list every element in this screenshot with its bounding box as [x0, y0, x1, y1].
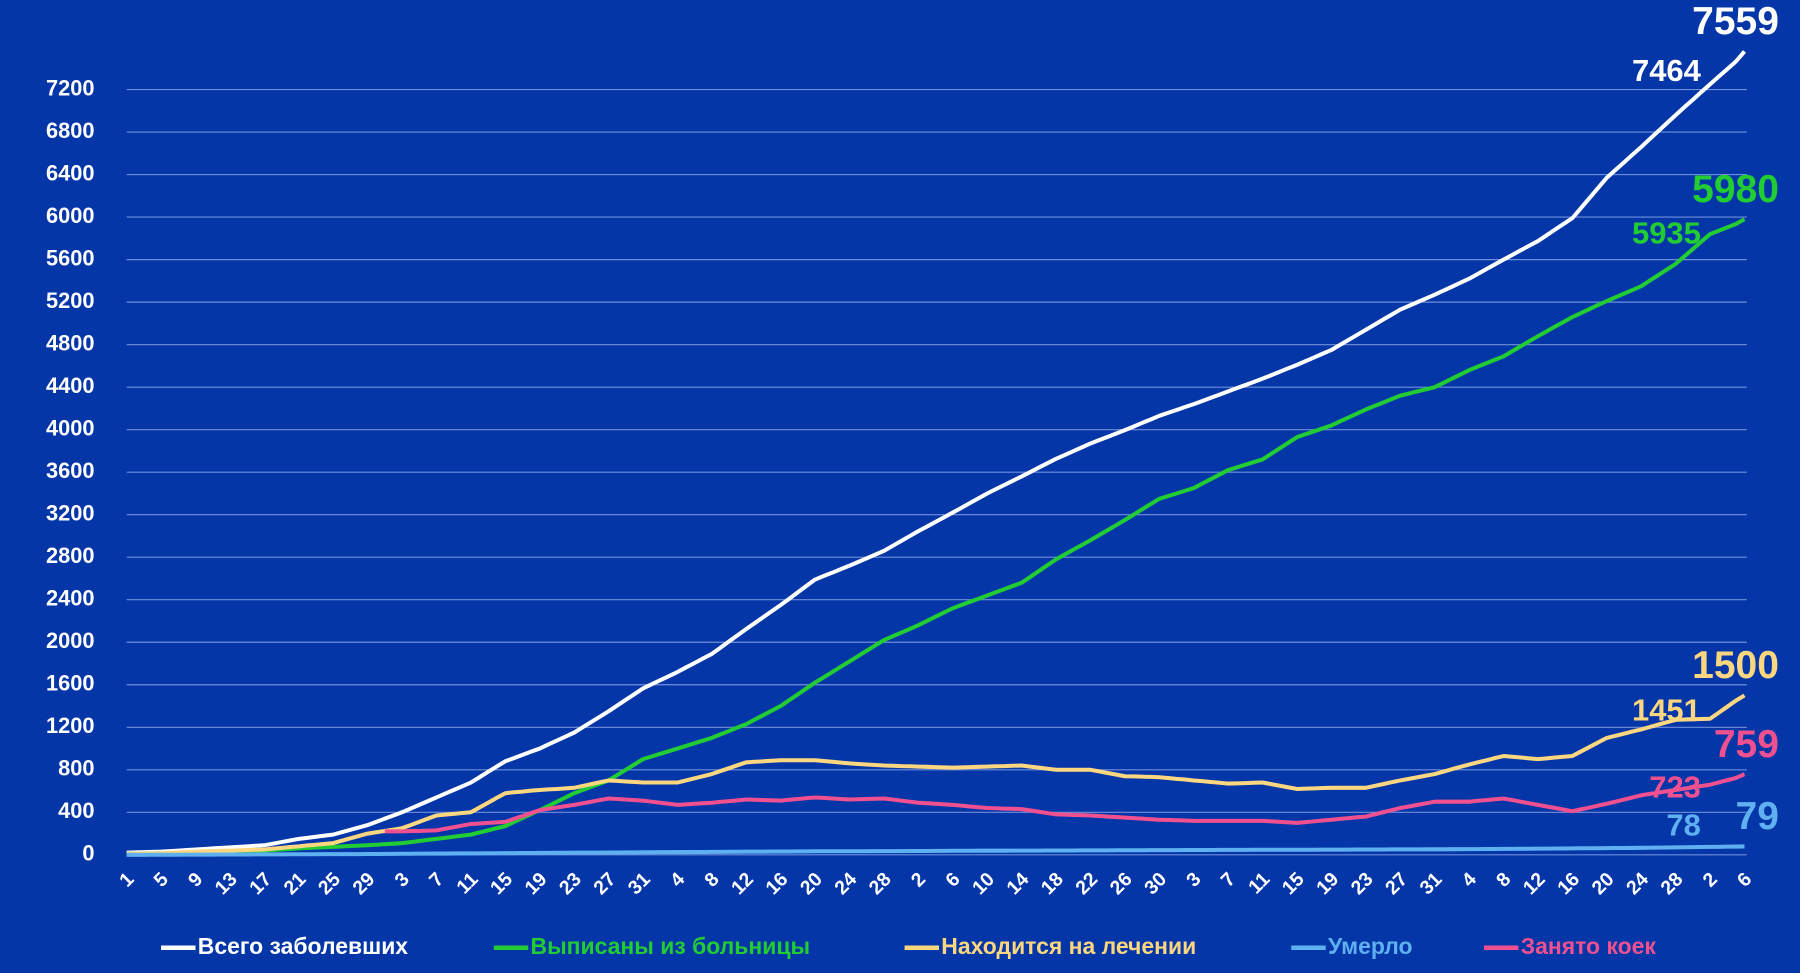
y-tick-label: 0 [82, 841, 94, 866]
legend-label: Умерло [1328, 933, 1413, 959]
y-tick-label: 6000 [46, 203, 94, 228]
y-tick-label: 6400 [46, 160, 94, 185]
y-tick-label: 1600 [46, 671, 94, 696]
y-tick-label: 4000 [46, 415, 94, 440]
data-label: 5935 [1632, 216, 1701, 251]
legend-label: Занято коек [1521, 933, 1657, 959]
series-line [126, 844, 1745, 857]
y-tick-label: 2000 [46, 628, 94, 653]
y-tick-label: 4400 [46, 373, 94, 398]
y-tick-label: 6800 [46, 118, 94, 143]
legend-label: Всего заболевших [198, 933, 409, 959]
y-tick-label: 800 [58, 756, 94, 781]
y-tick-label: 5600 [46, 245, 94, 270]
data-label: 723 [1649, 770, 1701, 805]
y-tick-label: 4800 [46, 330, 94, 355]
plot [126, 50, 1747, 857]
data-label: 7559 [1692, 0, 1779, 43]
y-tick-label: 400 [58, 798, 94, 823]
data-label: 759 [1714, 723, 1779, 766]
series-line [384, 772, 1746, 834]
labels: 7559 7464 5980 5935 1500 1451 79 78 759 723 Всего … [161, 0, 1779, 959]
y-tick-label: 2400 [46, 585, 94, 610]
y-tick-label: 2800 [46, 543, 94, 568]
y-tick-label: 5200 [46, 288, 94, 313]
y-tick-label: 3200 [46, 500, 94, 525]
data-label: 1500 [1692, 644, 1779, 687]
data-label: 1451 [1632, 692, 1701, 727]
series-line [126, 693, 1746, 856]
series-line [126, 50, 1747, 855]
y-tick-label: 7200 [46, 75, 94, 100]
data-label: 7464 [1632, 53, 1702, 88]
legend-label: Выписаны из больницы [531, 933, 811, 959]
data-label: 5980 [1692, 168, 1779, 211]
data-label: 78 [1666, 807, 1700, 842]
y-tick-label: 3600 [46, 458, 94, 483]
legend-label: Находится на лечении [941, 933, 1196, 959]
data-label: 79 [1736, 795, 1779, 838]
y-tick-label: 1200 [46, 713, 94, 738]
series-line [126, 217, 1746, 856]
